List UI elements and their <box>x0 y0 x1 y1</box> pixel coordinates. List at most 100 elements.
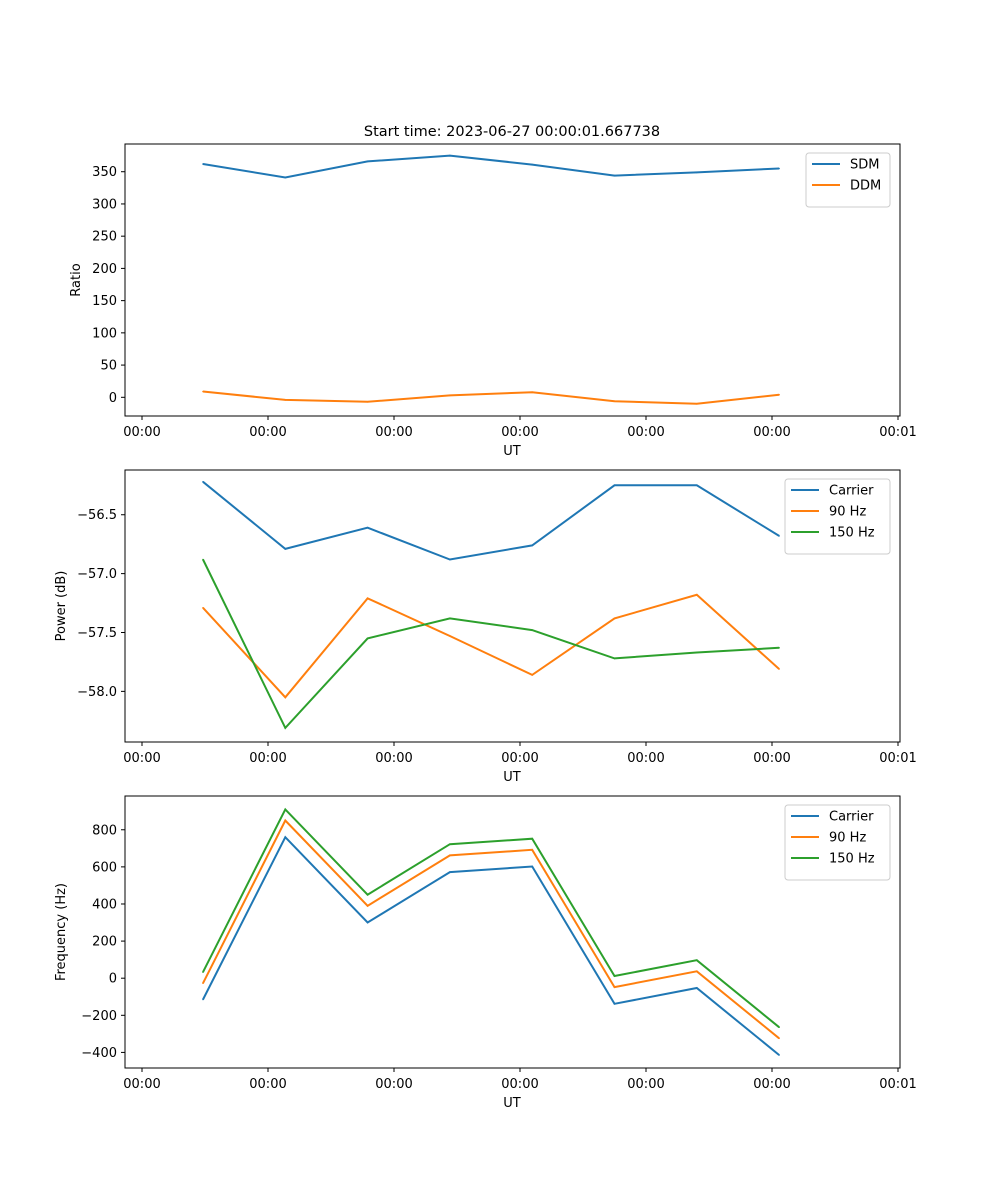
power-series-90-hz-point <box>366 597 369 600</box>
frequency-series-90-hz-point <box>613 986 616 988</box>
figure-title: Start time: 2023-06-27 00:00:01.667738 <box>364 124 660 140</box>
ratio-series-ddm-point <box>366 401 369 403</box>
frequency-series-150-hz-line <box>202 807 780 1028</box>
frequency-series-90-hz-point <box>449 854 451 857</box>
ratio-series-ddm-point <box>778 393 780 396</box>
ratio-y-tick-label: 150 <box>92 294 117 309</box>
power-x-tick-label: 00:00 <box>753 751 790 766</box>
ratio-y-axis-label: Ratio <box>69 263 84 296</box>
frequency-series-150-hz-point <box>284 808 287 811</box>
frequency-x-tick-label: 00:00 <box>375 1077 412 1092</box>
ratio-x-tick-label: 00:00 <box>501 425 538 440</box>
frequency-x-tick-label: 00:00 <box>753 1077 790 1092</box>
power-x-tick-label: 00:00 <box>627 751 664 766</box>
frequency-legend-label-carrier: Carrier <box>829 810 874 825</box>
frequency-series-90-hz-point <box>366 905 369 907</box>
frequency-y-tick-label: 400 <box>92 897 117 912</box>
ratio-axes-frame <box>124 143 901 417</box>
power-series-150-hz-point <box>202 558 204 561</box>
frequency-series-carrier-point <box>696 987 698 989</box>
power-legend-label-150-hz: 150 Hz <box>829 526 875 541</box>
frequency-y-tick-label: 200 <box>92 935 117 950</box>
frequency-y-tick-label: −200 <box>81 1009 117 1024</box>
power-series-150-hz-point <box>778 647 780 649</box>
frequency-x-axis-label: UT <box>503 1096 521 1111</box>
ratio-series-ddm-point <box>531 391 533 394</box>
frequency-x-tick-label: 00:00 <box>123 1077 160 1092</box>
ratio-y-tick-label: 350 <box>92 165 117 180</box>
frequency-series-150-hz-point <box>696 959 698 961</box>
frequency-axes-frame <box>124 795 901 1069</box>
frequency-series-carrier-point <box>613 1003 616 1005</box>
ratio-series-ddm-point <box>696 403 698 405</box>
frequency-series-150-hz-point <box>778 1026 780 1028</box>
power-series-90-hz-line <box>202 593 780 699</box>
frequency-series-90-hz-point <box>284 819 287 822</box>
ratio-y-tick-label: 50 <box>100 359 117 374</box>
power-y-tick-label: −57.5 <box>77 626 117 641</box>
power-x-tick-label: 00:00 <box>501 751 538 766</box>
power-series-90-hz-point <box>696 594 698 596</box>
frequency-series-carrier-line <box>202 835 780 1056</box>
frequency-x-tick-label: 00:00 <box>501 1077 538 1092</box>
frequency-series-150-hz-point <box>531 837 533 840</box>
power-series-carrier-point <box>696 484 698 487</box>
power-legend-label-90-hz: 90 Hz <box>829 505 866 520</box>
ratio-legend-label-sdm: SDM <box>850 158 879 173</box>
ratio-x-tick-label: 00:00 <box>627 425 664 440</box>
ratio-y-tick-label: 200 <box>92 262 117 277</box>
ratio-x-tick-label: 00:00 <box>123 425 160 440</box>
frequency-x-tick-label: 00:01 <box>879 1077 916 1092</box>
ratio-series-sdm-point <box>202 163 204 165</box>
power-series-carrier-point <box>366 526 369 529</box>
power-series-carrier-point <box>202 481 204 483</box>
frequency-series-carrier-point <box>284 836 287 838</box>
frequency-y-tick-label: 0 <box>109 972 117 987</box>
ratio-x-tick-label: 00:00 <box>375 425 412 440</box>
ratio-series-sdm-point <box>696 171 698 174</box>
power-y-tick-label: −56.5 <box>77 508 117 523</box>
frequency-series-90-hz-point <box>696 970 698 973</box>
frequency-legend-label-150-hz: 150 Hz <box>829 852 875 867</box>
frequency-legend-label-90-hz: 90 Hz <box>829 831 866 846</box>
ratio-legend-box <box>805 152 891 208</box>
frequency-y-tick-label: 600 <box>92 860 117 875</box>
power-axes-frame <box>124 469 901 743</box>
ratio-series-ddm-point <box>449 394 451 397</box>
ratio-series-ddm-point <box>613 400 616 403</box>
power-y-tick-label: −57.0 <box>77 567 117 582</box>
frequency-series-90-hz-point <box>778 1037 780 1040</box>
ratio-series-sdm-point <box>366 160 369 163</box>
ratio-y-tick-label: 300 <box>92 197 117 212</box>
power-x-tick-label: 00:00 <box>375 751 412 766</box>
ratio-y-tick-label: 100 <box>92 326 117 341</box>
frequency-series-150-hz-point <box>613 975 616 977</box>
ratio-x-tick-label: 00:01 <box>879 425 916 440</box>
power-legend-box <box>784 478 891 555</box>
ratio-y-tick-label: 0 <box>109 391 117 406</box>
power-series-90-hz-point <box>531 674 533 676</box>
frequency-legend-box <box>784 804 891 881</box>
frequency-series-150-hz-point <box>202 971 204 973</box>
power-series-carrier-point <box>284 548 287 550</box>
frequency-series-carrier-point <box>778 1054 780 1056</box>
ratio-x-tick-label: 00:00 <box>753 425 790 440</box>
frequency-series-90-hz-point <box>531 849 533 851</box>
power-series-150-hz-point <box>366 637 369 640</box>
power-series-150-hz-point <box>613 657 616 660</box>
frequency-series-carrier-point <box>449 871 451 873</box>
ratio-series-sdm-point <box>449 154 451 157</box>
ratio-y-tick-label: 250 <box>92 230 117 245</box>
power-y-tick-label: −58.0 <box>77 685 117 700</box>
power-series-150-hz-point <box>449 617 451 620</box>
power-series-90-hz-point <box>778 668 780 670</box>
power-x-tick-label: 00:01 <box>879 751 916 766</box>
power-series-carrier-point <box>531 544 533 547</box>
ratio-series-ddm-point <box>284 399 287 401</box>
power-series-90-hz-point <box>202 607 204 609</box>
frequency-panel: 00:00 00:00 00:00 00:00 00:00 00:00 00:01 −400 −… <box>54 795 917 1111</box>
power-series-150-hz-line <box>202 559 780 730</box>
power-series-90-hz-point <box>613 617 616 620</box>
power-series-carrier-line <box>202 481 780 561</box>
